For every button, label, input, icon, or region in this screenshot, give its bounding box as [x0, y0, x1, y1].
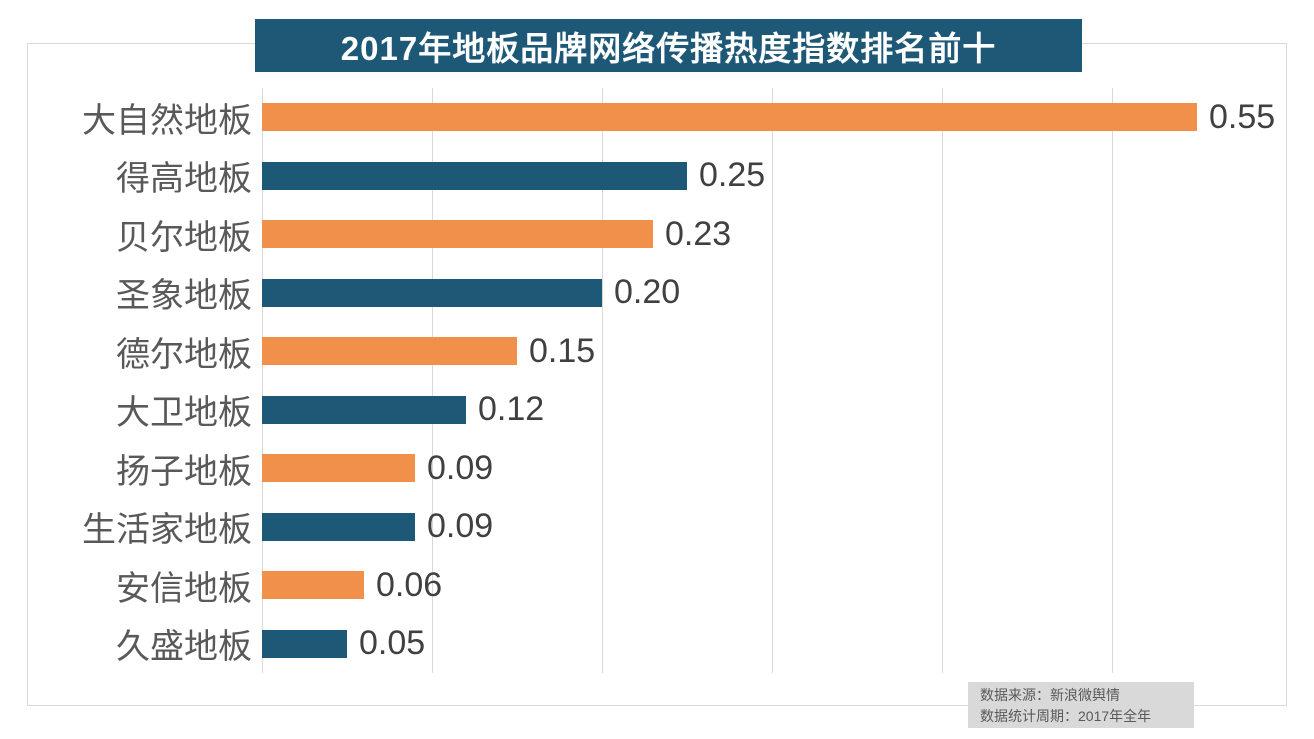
category-axis: 大自然地板得高地板贝尔地板圣象地板德尔地板大卫地板扬子地板生活家地板安信地板久盛…: [27, 88, 252, 673]
bar-value-label: 0.23: [665, 214, 732, 253]
bar: [262, 454, 415, 483]
category-label: 圣象地板: [116, 277, 252, 316]
bar-row: 0.09: [262, 498, 1312, 557]
bar-value-label: 0.55: [1209, 97, 1276, 136]
bar-row: 0.05: [262, 615, 1312, 674]
source-note: 数据来源：新浪微舆情 数据统计周期：2017年全年: [968, 682, 1194, 728]
gridline: [942, 88, 943, 673]
bar: [262, 220, 653, 249]
gridline: [602, 88, 603, 673]
bar-row: 0.15: [262, 322, 1312, 381]
bar-value-label: 0.15: [529, 331, 596, 370]
gridline: [1112, 88, 1113, 673]
bar-row: 0.12: [262, 381, 1312, 440]
category-label: 贝尔地板: [116, 218, 252, 257]
category-label: 大卫地板: [116, 394, 252, 433]
bar: [262, 337, 517, 366]
bar-value-label: 0.09: [427, 507, 494, 546]
category-label: 大自然地板: [82, 101, 252, 140]
bar: [262, 278, 602, 307]
category-label: 安信地板: [116, 569, 252, 608]
gridline: [262, 88, 263, 673]
bar-row: 0.55: [262, 88, 1312, 147]
bar-row: 0.09: [262, 439, 1312, 498]
bar: [262, 512, 415, 541]
bar-row: 0.06: [262, 556, 1312, 615]
period-line: 数据统计周期：2017年全年: [980, 708, 1152, 724]
bar-value-label: 0.25: [699, 156, 766, 195]
bar: [262, 571, 364, 600]
chart-title: 2017年地板品牌网络传播热度指数排名前十: [255, 19, 1082, 72]
bar: [262, 161, 687, 190]
bar: [262, 103, 1197, 132]
category-label: 扬子地板: [116, 452, 252, 491]
gridline: [432, 88, 433, 673]
category-label: 得高地板: [116, 160, 252, 199]
bar-value-label: 0.05: [359, 624, 426, 663]
bar-value-label: 0.20: [614, 273, 681, 312]
bar-row: 0.23: [262, 205, 1312, 264]
bar-value-label: 0.06: [376, 565, 443, 604]
bars-area: 0.55 0.25 0.23 0.20 0.15 0.12 0.09 0.09 0.06 0.05: [262, 88, 1312, 673]
bar-row: 0.20: [262, 264, 1312, 323]
plot-area: [262, 88, 1288, 673]
bar-value-label: 0.09: [427, 448, 494, 487]
gridline: [772, 88, 773, 673]
bar: [262, 629, 347, 658]
category-label: 久盛地板: [116, 628, 252, 667]
bar: [262, 395, 466, 424]
bar-row: 0.25: [262, 147, 1312, 206]
category-label: 德尔地板: [116, 335, 252, 374]
bar-value-label: 0.12: [478, 390, 545, 429]
category-label: 生活家地板: [82, 511, 252, 550]
source-line: 数据来源：新浪微舆情: [980, 687, 1120, 703]
